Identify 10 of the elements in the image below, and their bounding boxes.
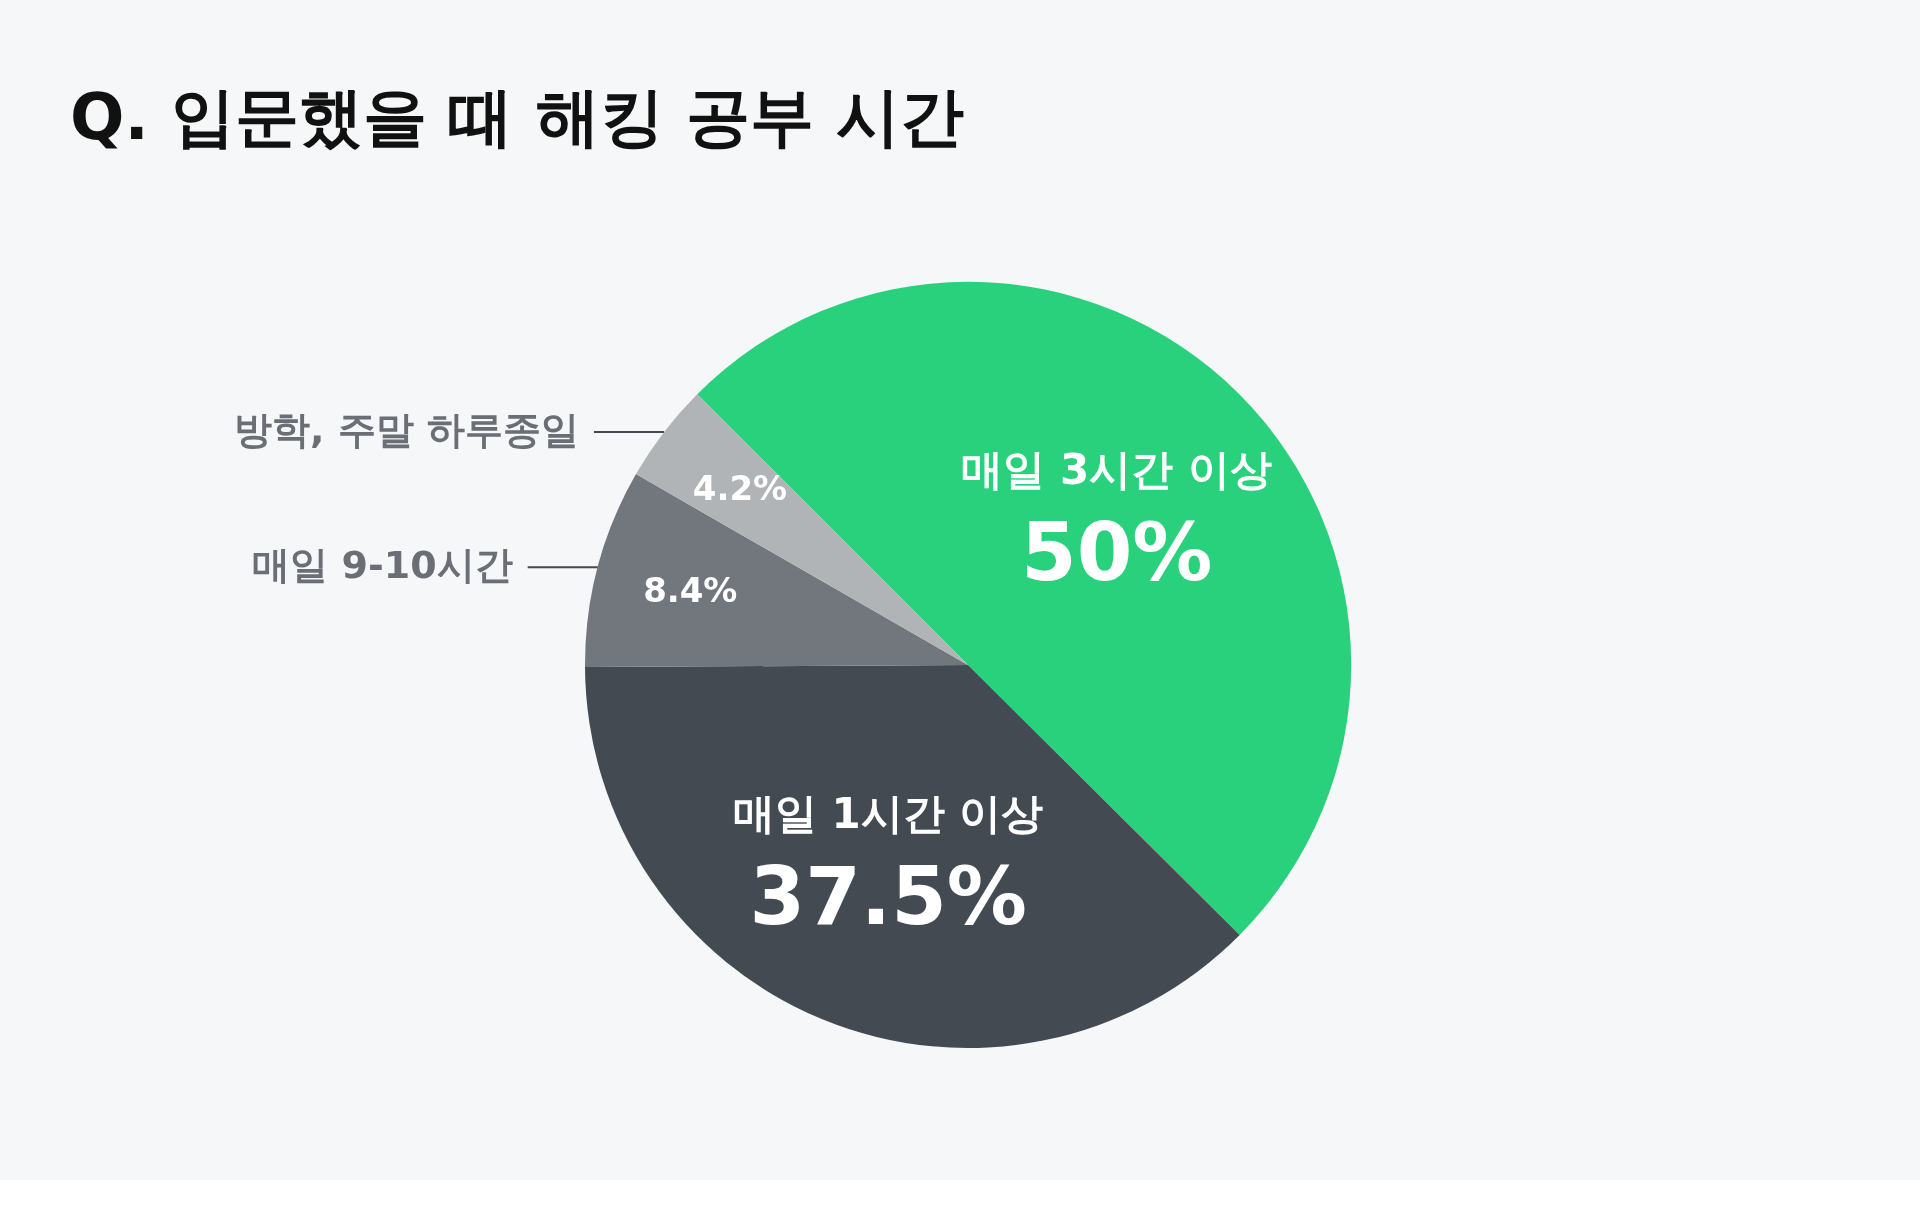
data-label: 37.5% [749,849,1027,943]
data-label: 8.4% [643,569,738,610]
data-label: 4.2% [692,468,788,509]
data-label: 50% [1020,505,1213,599]
chart-title: Q. 입문했을 때 해킹 공부 시간 [70,80,965,154]
slice-label: 매일 1시간 이상 [732,788,1044,838]
slice-label: 매일 9-10시간 [252,543,513,588]
pie-slice [585,665,1240,1048]
slice-label: 방학, 주말 하루종일 [234,408,579,453]
slice-label: 매일 3시간 이상 [961,444,1272,494]
